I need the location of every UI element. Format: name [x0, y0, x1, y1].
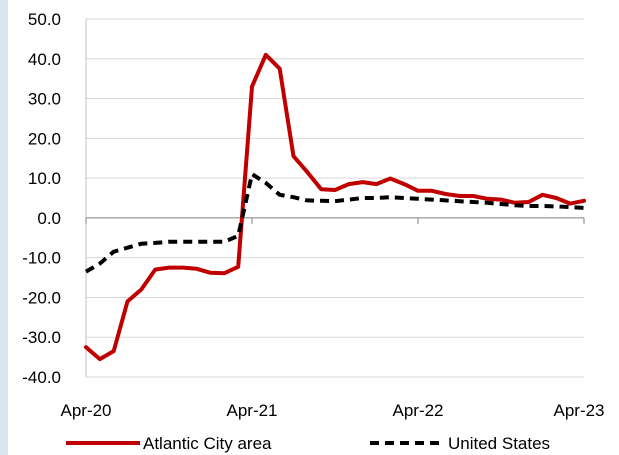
- x-tick-label: Apr-22: [392, 401, 443, 420]
- y-tick-label: -30.0: [22, 328, 61, 347]
- y-tick-label: 20.0: [28, 129, 61, 148]
- legend-label: United States: [448, 434, 550, 453]
- y-tick-label: -20.0: [22, 288, 61, 307]
- legend: Atlantic City area United States: [66, 434, 550, 453]
- x-tick-label: Apr-21: [226, 401, 277, 420]
- y-tick-label: -10.0: [22, 249, 61, 268]
- y-tick-label: 50.0: [28, 10, 61, 29]
- axes: [85, 19, 585, 377]
- x-tick-label: Apr-20: [60, 401, 111, 420]
- x-tick-labels: Apr-20 Apr-21 Apr-22 Apr-23: [60, 401, 604, 420]
- y-tick-label: -40.0: [22, 368, 61, 387]
- gridlines: [86, 18, 584, 378]
- series-line-united-states: [84, 172, 585, 274]
- series-line-atlantic-city-area: [84, 52, 586, 362]
- y-tick-label: 40.0: [28, 50, 61, 69]
- left-border-strip: [0, 0, 8, 455]
- y-tick-label: 10.0: [28, 169, 61, 188]
- y-tick-label: 0.0: [37, 209, 61, 228]
- legend-label: Atlantic City area: [143, 434, 272, 453]
- y-tick-labels: 50.0 40.0 30.0 20.0 10.0 0.0 -10.0 -20.0 -30.0 -4…: [22, 10, 61, 387]
- y-tick-label: 30.0: [28, 90, 61, 109]
- series-lines: [84, 52, 586, 362]
- x-tick-label: Apr-23: [553, 401, 604, 420]
